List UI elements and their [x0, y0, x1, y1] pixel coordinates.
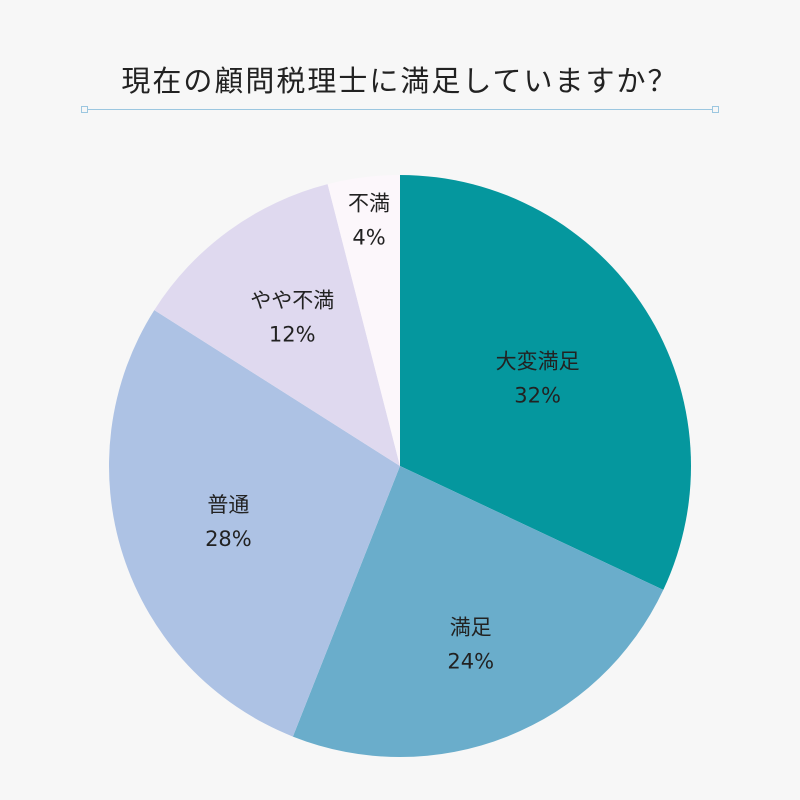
slice-value-label-5: 4% [352, 226, 385, 250]
title-underline-left-cap [81, 106, 88, 113]
slice-label-4: やや不満 [250, 289, 334, 313]
slice-value-label-3: 28% [205, 527, 252, 551]
slice-value-label-2: 24% [447, 650, 494, 674]
slice-value-label-4: 12% [269, 323, 316, 347]
pie-slice-5 [327, 175, 400, 466]
pie-slice-3 [108, 310, 400, 737]
slice-label-5: 不満 [348, 192, 390, 216]
slice-label-2: 満足 [450, 616, 492, 640]
pie-slice-4 [154, 184, 400, 466]
pie-slice-2 [292, 466, 664, 757]
pie-slice-1 [400, 175, 691, 590]
slice-label-1: 大変満足 [496, 350, 580, 374]
slice-value-label-1: 32% [514, 384, 561, 408]
title-underline-right-cap [712, 106, 719, 113]
chart-title: 現在の顧問税理士に満足していますか？ [121, 64, 679, 98]
slice-label-3: 普通 [207, 493, 249, 517]
title-underline [84, 109, 716, 110]
